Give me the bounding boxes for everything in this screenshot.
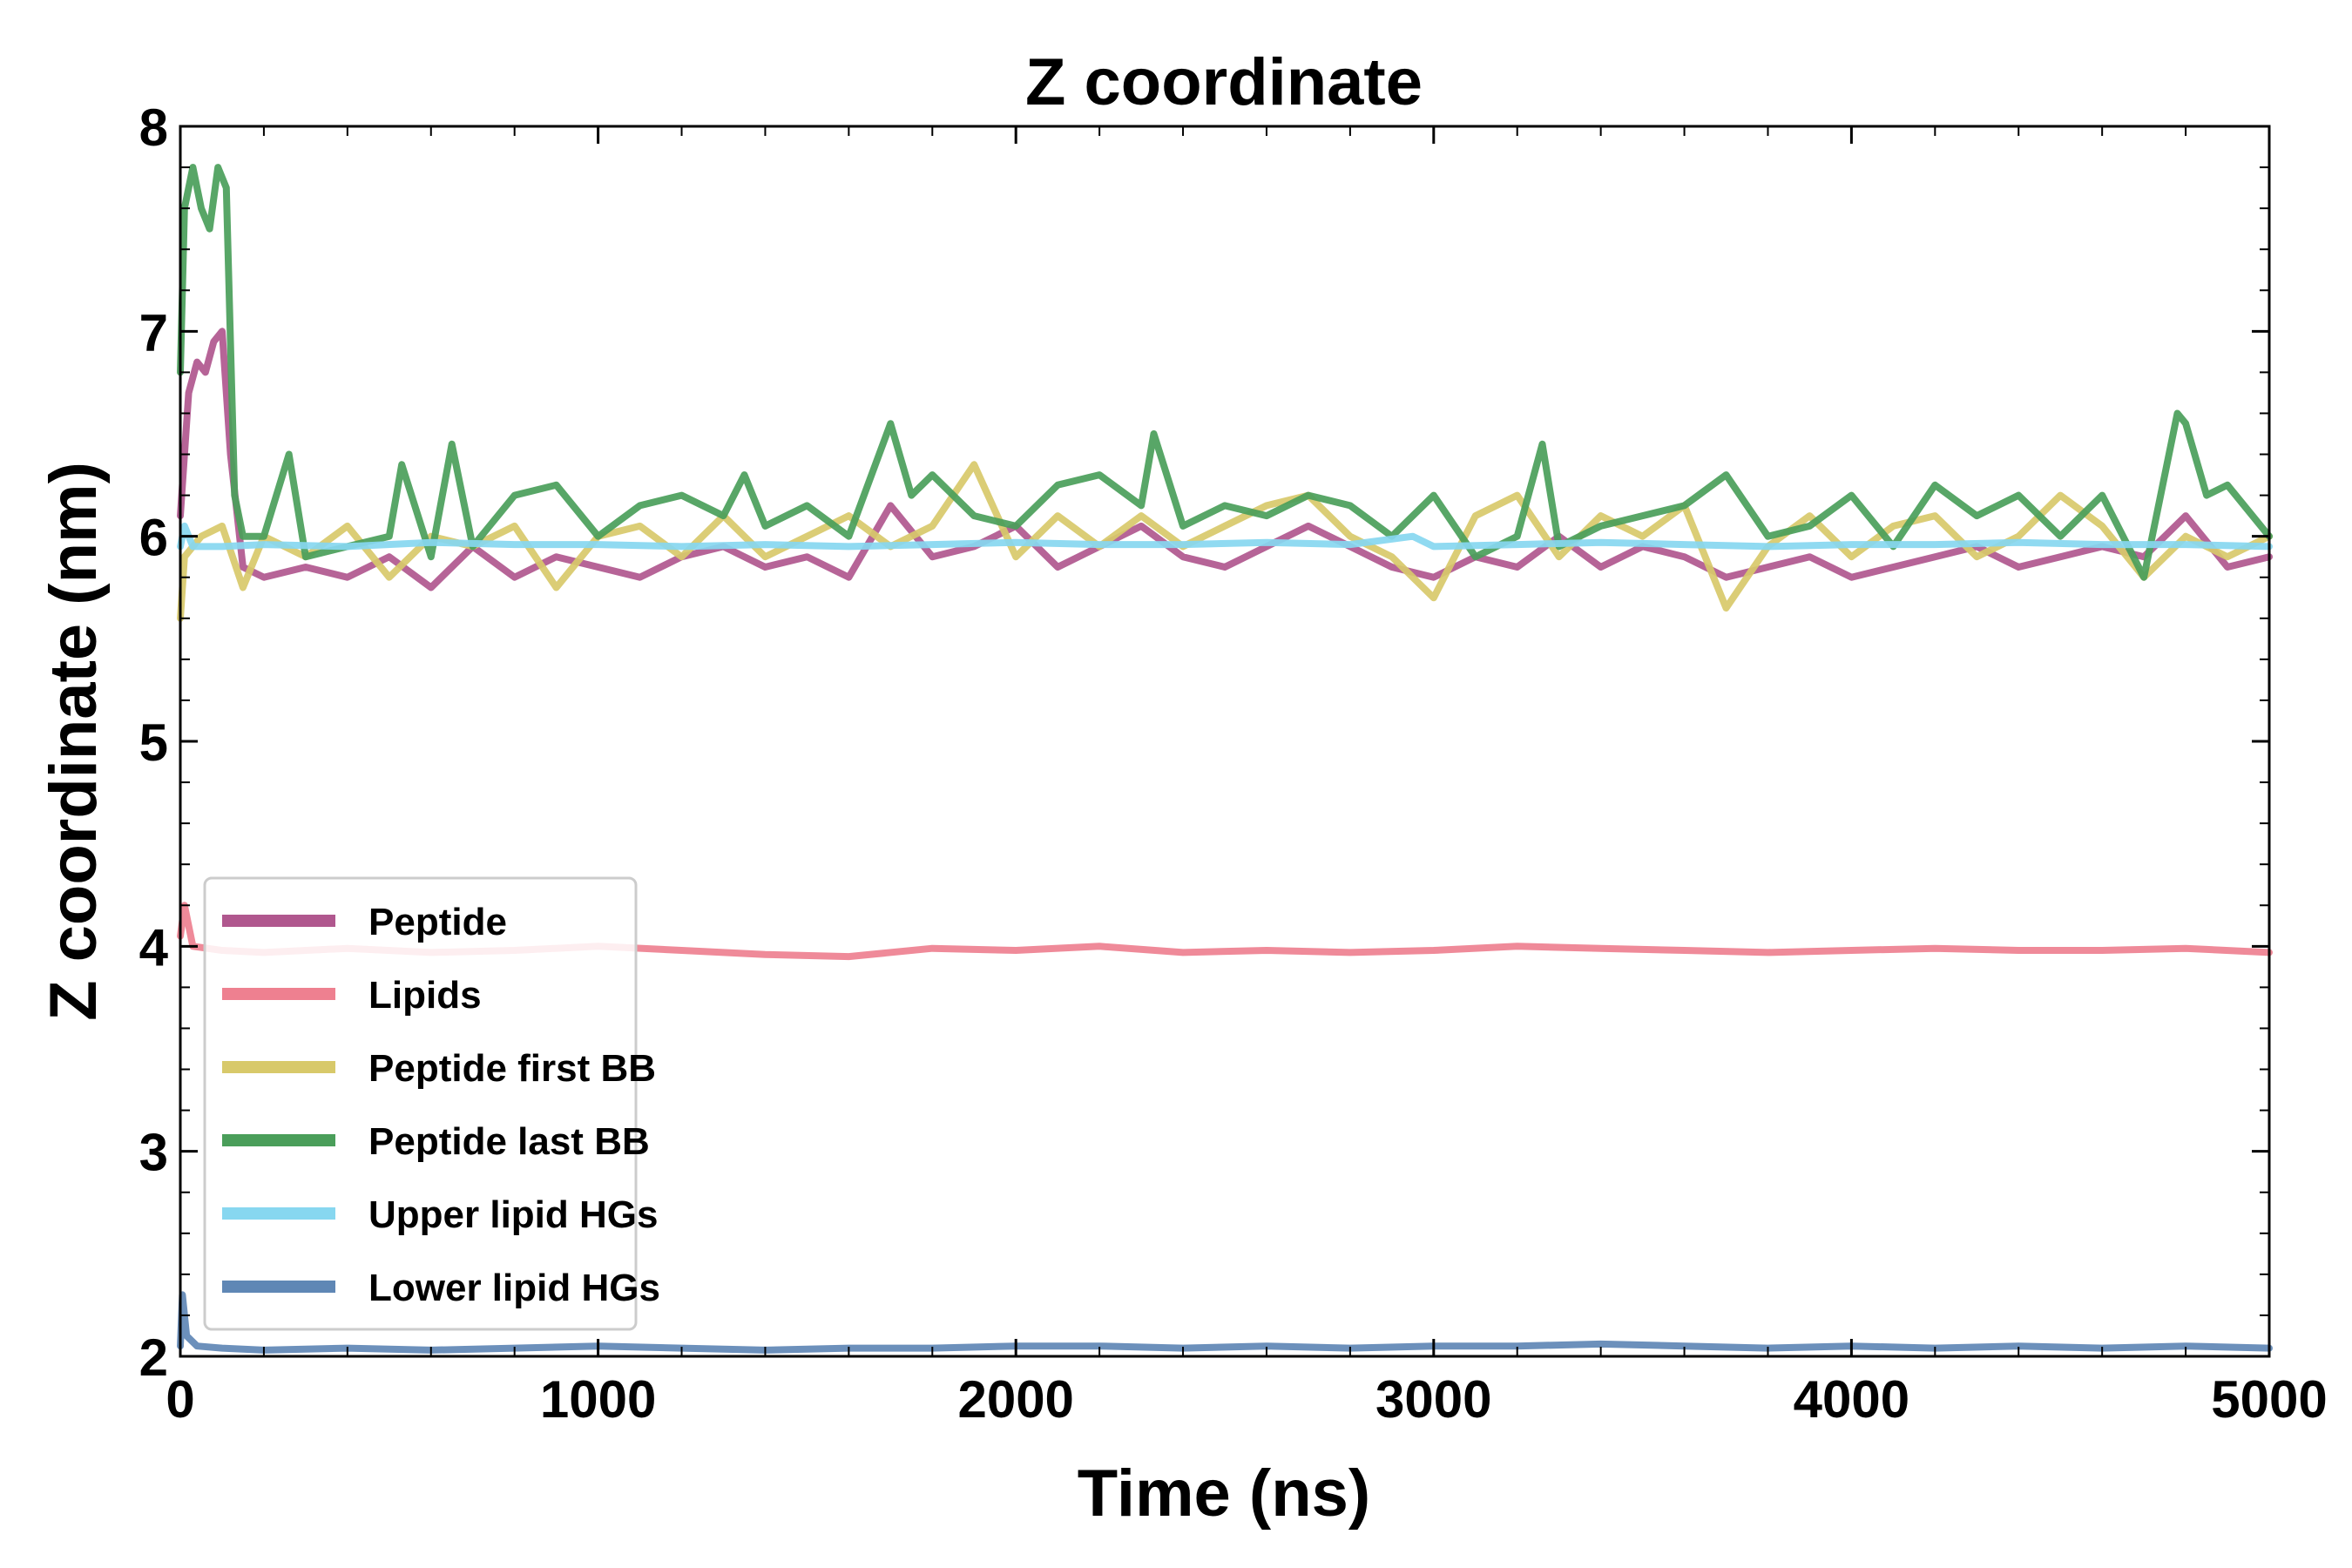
legend-label: Upper lipid HGs	[368, 1193, 658, 1236]
x-tick-label: 4000	[1794, 1370, 1909, 1429]
y-tick-label: 6	[139, 509, 168, 567]
legend: Peptide Lipids Peptide first BB Peptide las…	[203, 876, 660, 1331]
plot-frame	[179, 125, 2271, 1358]
legend-label: Peptide last BB	[368, 1120, 650, 1163]
y-tick-label: 5	[139, 713, 168, 772]
x-tick-label: 0	[166, 1370, 194, 1429]
legend-label: Lower lipid HGs	[368, 1267, 660, 1309]
legend-label: Peptide	[368, 901, 507, 943]
x-tick-label: 2000	[957, 1370, 1073, 1429]
series-line-5	[177, 1291, 2273, 1354]
x-tick-label: 5000	[2211, 1370, 2327, 1429]
legend-box	[203, 876, 638, 1331]
y-tick-label: 8	[139, 98, 168, 157]
legend-label: Lipids	[368, 974, 482, 1017]
series-line-4	[177, 522, 2273, 551]
legend-label: Peptide first BB	[368, 1047, 656, 1090]
ticks-layer: 0 1000 2000 3000 4000 5000 2 3 4 5 6 7 8	[139, 98, 2328, 1429]
y-tick-label: 4	[139, 918, 169, 977]
x-tick-label: 1000	[540, 1370, 656, 1429]
y-tick-label: 2	[139, 1328, 168, 1387]
chart-title: Z coordinate	[1025, 45, 1423, 119]
x-tick-label: 3000	[1375, 1370, 1491, 1429]
x-axis-label: Time (ns)	[1078, 1456, 1370, 1531]
y-tick-label: 3	[139, 1124, 168, 1182]
y-tick-label: 7	[139, 303, 168, 362]
y-axis-label: Z coordinate (nm)	[37, 462, 111, 1021]
